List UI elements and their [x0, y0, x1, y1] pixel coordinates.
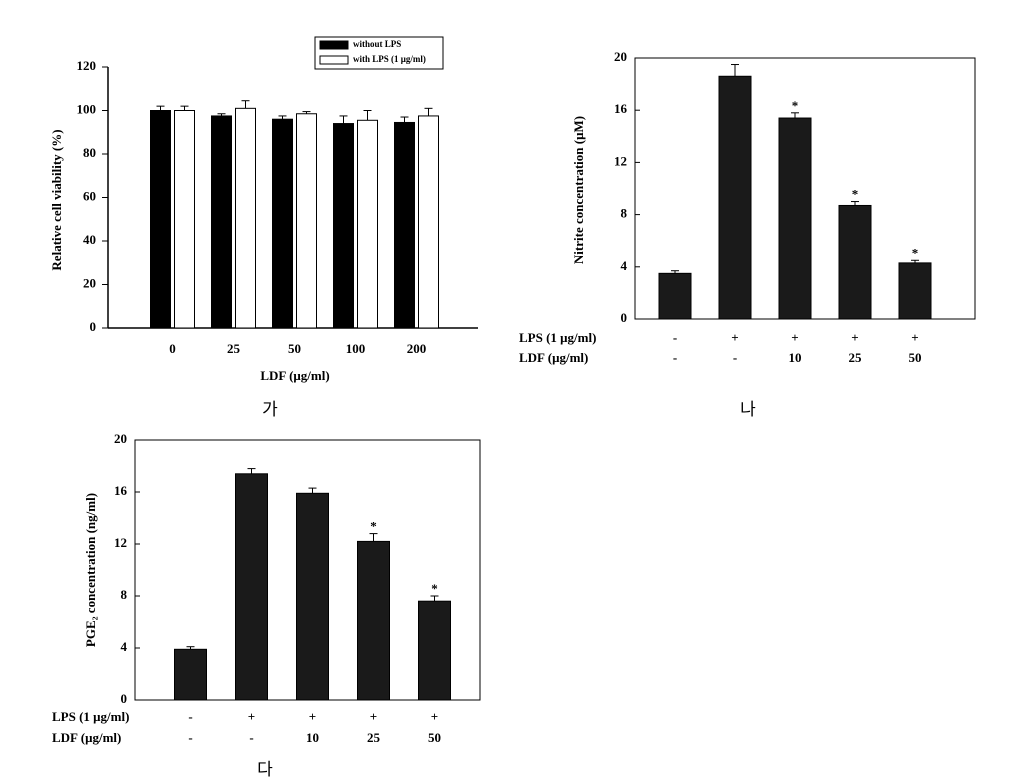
bar	[296, 492, 329, 701]
x-row-value: +	[791, 330, 798, 345]
significance-mark: *	[370, 519, 377, 534]
x-tick-label: 200	[407, 341, 427, 356]
bar	[394, 121, 415, 329]
y-tick-label: 0	[121, 691, 128, 706]
significance-mark: *	[792, 98, 799, 113]
y-tick-label: 8	[621, 206, 628, 221]
x-row-value: +	[911, 330, 918, 345]
bar	[778, 117, 812, 320]
bar	[272, 118, 293, 329]
bar	[333, 123, 354, 329]
x-tick-label: 0	[169, 341, 176, 356]
y-tick-label: 8	[121, 587, 128, 602]
y-tick-label: 40	[83, 232, 96, 247]
x-row-value: -	[733, 350, 737, 365]
y-tick-label: 12	[614, 153, 627, 168]
panel-caption: 다	[257, 760, 273, 780]
y-tick-label: 20	[83, 275, 96, 290]
y-axis-label: Nitrite concentration (μM)	[571, 116, 586, 264]
x-row-value: +	[309, 709, 316, 724]
y-tick-label: 4	[121, 639, 128, 654]
legend-swatch	[319, 55, 349, 65]
x-row-value: +	[431, 709, 438, 724]
bar	[150, 110, 171, 329]
y-axis-label: PGE₂ concentration (ng/ml)	[83, 493, 98, 647]
x-axis-label: LDF (μg/ml)	[260, 368, 329, 383]
x-row-value: +	[851, 330, 858, 345]
y-tick-label: 12	[114, 535, 127, 550]
y-tick-label: 80	[83, 145, 96, 160]
x-row-label: LDF (μg/ml)	[52, 730, 121, 745]
x-tick-label: 100	[346, 341, 366, 356]
x-row-value: 10	[789, 350, 802, 365]
bar	[658, 272, 692, 320]
x-tick-label: 50	[288, 341, 301, 356]
significance-mark: *	[431, 581, 438, 596]
bar	[838, 204, 872, 320]
y-axis-label: Relative cell viability (%)	[49, 129, 64, 270]
x-row-value: +	[370, 709, 377, 724]
bar	[211, 115, 232, 329]
legend-swatch	[319, 40, 349, 50]
y-tick-label: 16	[614, 101, 628, 116]
bar	[357, 540, 390, 701]
x-row-value: 25	[367, 730, 381, 745]
x-row-value: 50	[428, 730, 441, 745]
significance-mark: *	[852, 187, 859, 202]
y-tick-label: 4	[621, 258, 628, 273]
bar	[174, 648, 207, 701]
y-tick-label: 20	[614, 49, 627, 64]
x-row-label: LDF (μg/ml)	[519, 350, 588, 365]
legend-label: without LPS	[353, 39, 401, 49]
x-row-value: 50	[909, 350, 922, 365]
bar	[235, 107, 256, 329]
x-row-label: LPS (1 μg/ml)	[52, 709, 129, 724]
y-tick-label: 20	[114, 431, 127, 446]
x-row-value: 25	[849, 350, 863, 365]
y-tick-label: 60	[83, 188, 96, 203]
legend-label: with LPS (1 μg/ml)	[353, 54, 426, 64]
x-tick-label: 25	[227, 341, 241, 356]
x-row-value: +	[731, 330, 738, 345]
x-row-value: -	[673, 350, 677, 365]
y-tick-label: 16	[114, 483, 128, 498]
y-tick-label: 0	[90, 319, 97, 334]
x-row-value: -	[188, 730, 192, 745]
bar	[235, 473, 268, 701]
x-row-value: -	[673, 330, 677, 345]
bar	[174, 110, 195, 329]
panel-caption: 나	[740, 400, 756, 420]
y-tick-label: 120	[77, 58, 97, 73]
bar	[296, 113, 317, 329]
y-tick-label: 0	[621, 310, 628, 325]
panel-caption: 가	[262, 400, 278, 420]
x-row-label: LPS (1 μg/ml)	[519, 330, 596, 345]
bar	[357, 119, 378, 329]
bar	[898, 262, 932, 320]
significance-mark: *	[912, 245, 919, 260]
bar	[718, 75, 752, 320]
bar	[418, 115, 439, 329]
x-row-value: -	[188, 709, 192, 724]
bar	[418, 600, 451, 701]
x-row-value: +	[248, 709, 255, 724]
y-tick-label: 100	[77, 101, 97, 116]
x-row-value: -	[249, 730, 253, 745]
x-row-value: 10	[306, 730, 319, 745]
